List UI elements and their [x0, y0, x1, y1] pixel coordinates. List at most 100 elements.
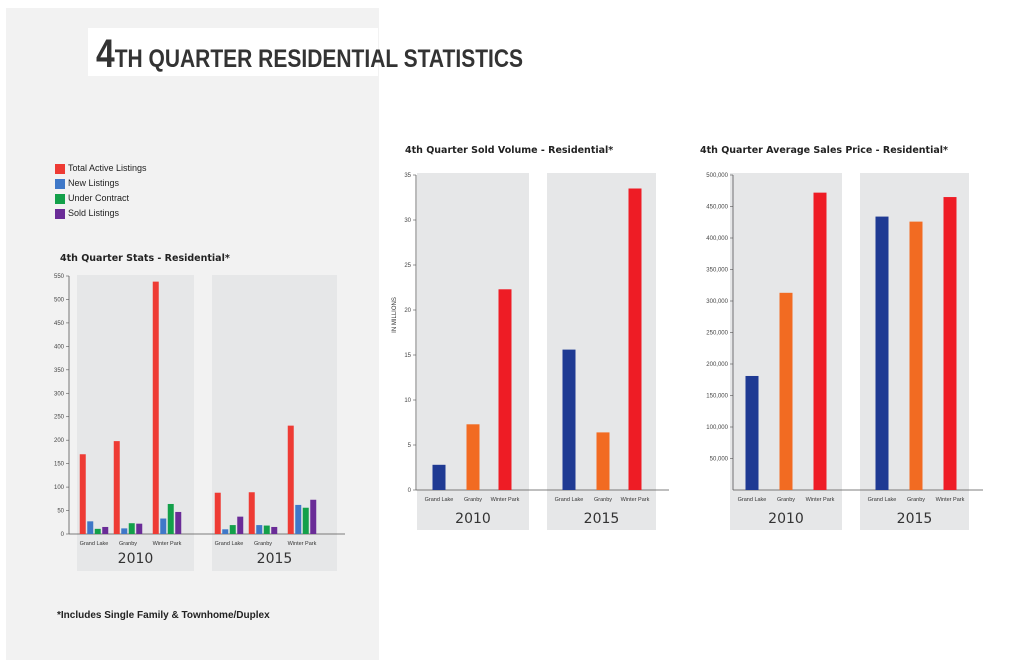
x-tick-label-winter-park: Winter Park — [153, 541, 182, 547]
y-tick-label: 400,000 — [706, 236, 728, 242]
legend-label: Sold Listings — [68, 208, 120, 218]
bar-sold-listings-granby-2010 — [136, 523, 143, 534]
y-tick-label: 150 — [54, 462, 65, 468]
legend-label: Under Contract — [68, 193, 130, 203]
bar-sold-listings-grand-lake-2015 — [237, 516, 244, 534]
x-tick-label-winter-park: Winter Park — [621, 497, 650, 503]
x-tick-label-granby: Granby — [119, 541, 137, 547]
bar-new-listings-grand-lake-2010 — [87, 521, 94, 534]
bar-new-listings-grand-lake-2015 — [222, 529, 229, 534]
y-tick-label: 50,000 — [710, 457, 729, 463]
bar-grand-lake-2010 — [432, 464, 446, 490]
chart-title: 4th Quarter Sold Volume - Residential* — [405, 145, 613, 156]
y-tick-label: 150,000 — [706, 394, 728, 400]
legend-swatch — [55, 194, 65, 204]
chart-title: 4th Quarter Average Sales Price - Reside… — [700, 145, 948, 156]
y-tick-label: 200,000 — [706, 362, 728, 368]
legend-swatch — [55, 164, 65, 174]
y-tick-label: 350,000 — [706, 268, 728, 274]
group-panel — [77, 275, 194, 571]
bar-granby-2010 — [779, 292, 793, 490]
bar-sold-listings-winter-park-2010 — [175, 511, 182, 534]
legend-label: New Listings — [68, 178, 120, 188]
bar-total-active-listings-winter-park-2015 — [287, 425, 294, 534]
y-tick-label: 0 — [61, 532, 65, 538]
x-tick-label-grand-lake: Grand Lake — [555, 497, 584, 503]
y-tick-label: 500,000 — [706, 173, 728, 179]
average-price-chart: 4th Quarter Average Sales Price - Reside… — [700, 145, 983, 530]
bar-winter-park-2010 — [498, 289, 512, 490]
bar-under-contract-winter-park-2010 — [167, 503, 174, 534]
bar-grand-lake-2015 — [562, 349, 576, 490]
x-tick-label-winter-park: Winter Park — [806, 497, 835, 503]
y-tick-label: 300 — [54, 391, 65, 397]
bar-total-active-listings-grand-lake-2015 — [214, 492, 221, 534]
bar-total-active-listings-winter-park-2010 — [152, 281, 159, 534]
bar-grand-lake-2015 — [875, 216, 889, 490]
y-tick-label: 5 — [408, 443, 412, 449]
legend-label: Total Active Listings — [68, 163, 147, 173]
y-tick-label: 10 — [404, 398, 411, 404]
y-tick-label: 300,000 — [706, 299, 728, 305]
y-tick-label: 100,000 — [706, 425, 728, 431]
y-tick-label: 450 — [54, 321, 65, 327]
x-tick-label-grand-lake: Grand Lake — [215, 541, 244, 547]
y-tick-label: 400 — [54, 344, 65, 350]
bar-under-contract-grand-lake-2015 — [229, 525, 236, 534]
y-axis-label: IN MILLIONS — [392, 297, 398, 333]
bar-new-listings-granby-2015 — [256, 525, 263, 534]
bar-grand-lake-2010 — [745, 375, 759, 490]
bar-total-active-listings-granby-2015 — [248, 492, 255, 534]
bar-winter-park-2010 — [813, 192, 827, 490]
bar-sold-listings-grand-lake-2010 — [102, 526, 109, 534]
bar-under-contract-granby-2015 — [263, 525, 270, 534]
x-tick-label-winter-park: Winter Park — [491, 497, 520, 503]
y-tick-label: 50 — [57, 509, 64, 515]
bar-under-contract-granby-2010 — [128, 523, 135, 534]
bar-winter-park-2015 — [943, 197, 957, 491]
x-tick-label-winter-park: Winter Park — [288, 541, 317, 547]
y-tick-label: 25 — [404, 263, 411, 269]
y-tick-label: 500 — [54, 297, 65, 303]
y-tick-label: 30 — [404, 218, 411, 224]
bar-sold-listings-granby-2015 — [271, 526, 278, 534]
bar-new-listings-winter-park-2015 — [295, 504, 302, 534]
x-tick-label-grand-lake: Grand Lake — [868, 497, 897, 503]
bar-granby-2015 — [909, 221, 923, 490]
group-label-2010: 2010 — [118, 551, 154, 567]
x-tick-label-granby: Granby — [594, 497, 612, 503]
bar-under-contract-winter-park-2015 — [302, 507, 309, 534]
y-tick-label: 550 — [54, 274, 65, 280]
footnote: *Includes Single Family & Townhome/Duple… — [57, 610, 270, 621]
bar-winter-park-2015 — [628, 188, 642, 490]
group-label-2015: 2015 — [897, 511, 933, 527]
y-tick-label: 35 — [404, 173, 411, 179]
x-tick-label-granby: Granby — [907, 497, 925, 503]
bar-new-listings-granby-2010 — [121, 528, 128, 534]
stats-chart: 4th Quarter Stats - Residential* 2010 2015… — [54, 253, 345, 571]
x-tick-label-granby: Granby — [464, 497, 482, 503]
x-tick-label-granby: Granby — [777, 497, 795, 503]
y-tick-label: 250 — [54, 415, 65, 421]
group-label-2010: 2010 — [455, 511, 491, 527]
x-tick-label-granby: Granby — [254, 541, 272, 547]
y-tick-label: 100 — [54, 485, 65, 491]
page-title-rest: TH QUARTER RESIDENTIAL STATISTICS — [114, 45, 524, 73]
x-tick-label-grand-lake: Grand Lake — [738, 497, 767, 503]
bar-sold-listings-winter-park-2015 — [310, 499, 317, 534]
group-label-2015: 2015 — [584, 511, 620, 527]
bar-total-active-listings-granby-2010 — [113, 441, 120, 534]
x-tick-label-grand-lake: Grand Lake — [425, 497, 454, 503]
y-tick-label: 250,000 — [706, 331, 728, 337]
y-tick-label: 200 — [54, 438, 65, 444]
bar-total-active-listings-grand-lake-2010 — [79, 454, 86, 534]
bar-new-listings-winter-park-2010 — [160, 518, 167, 534]
group-label-2015: 2015 — [257, 551, 293, 567]
y-tick-label: 450,000 — [706, 205, 728, 211]
legend-swatch — [55, 209, 65, 219]
page-title: 4TH QUARTER RESIDENTIAL STATISTICS — [96, 28, 523, 76]
y-tick-label: 350 — [54, 368, 65, 374]
chart-title: 4th Quarter Stats - Residential* — [60, 253, 230, 264]
y-tick-label: 0 — [408, 488, 412, 494]
bar-granby-2010 — [466, 424, 480, 490]
